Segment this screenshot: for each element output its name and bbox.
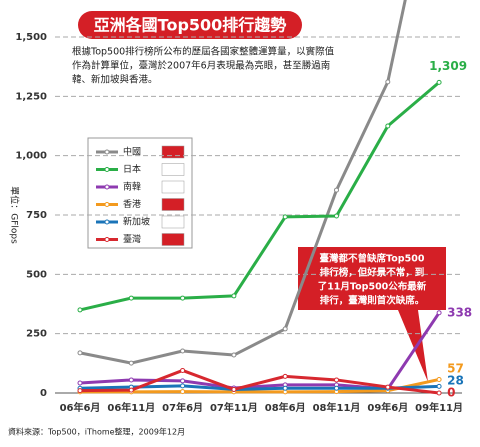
legend-flag — [161, 198, 185, 211]
x-tick-label: 07年11月 — [210, 401, 258, 414]
x-tick-label: 08年11月 — [313, 401, 361, 414]
value-label: 28 — [447, 374, 464, 388]
annotation-line: 排行榜，但好景不常，到 — [320, 267, 425, 279]
point — [231, 386, 237, 392]
legend-flag — [161, 180, 185, 194]
point — [128, 360, 134, 366]
y-tick-label: 0 — [40, 388, 47, 399]
point — [180, 295, 186, 301]
legend-dot — [104, 202, 110, 207]
x-tick-label: 07年6月 — [162, 401, 203, 414]
x-tick-label: 06年11月 — [107, 401, 155, 414]
point — [436, 376, 442, 382]
point — [77, 388, 83, 394]
y-axis-title: 單位：GFlops — [9, 186, 21, 244]
point — [334, 213, 339, 219]
legend-dot — [104, 237, 110, 242]
value-label: 0 — [447, 386, 455, 400]
point — [77, 307, 83, 313]
legend-dot — [104, 219, 110, 225]
legend-dot — [104, 167, 110, 172]
point — [128, 387, 134, 393]
series-line — [79, 81, 441, 312]
legend-label: 新加坡 — [123, 216, 150, 228]
y-tick-label: 750 — [26, 210, 47, 221]
series-line — [79, 368, 440, 395]
series-line — [79, 0, 407, 365]
legend-flag — [161, 163, 185, 176]
annotation-line: 排行，臺灣則首次缺席。 — [320, 295, 425, 307]
description-line: 根據Top500排行榜所公布的歷屆各國家整體運算量，以實際值 — [72, 46, 335, 58]
point — [282, 326, 288, 332]
point — [334, 385, 339, 391]
point — [77, 350, 83, 356]
point — [334, 187, 339, 193]
point — [282, 214, 288, 220]
point — [436, 383, 442, 389]
source: 資料來源：Top500，iThome整理，2009年12月 — [8, 427, 185, 437]
point — [77, 380, 83, 386]
point — [180, 348, 186, 354]
value-label: 338 — [447, 305, 472, 319]
legend-label: 香港 — [123, 198, 141, 210]
x-tick-label: 08年6月 — [265, 401, 306, 414]
x-tick-label: 09年11月 — [415, 401, 463, 414]
title-banner — [78, 11, 302, 39]
y-tick-label: 1,000 — [15, 151, 47, 162]
value-label: 1,309 — [429, 59, 467, 73]
description-line: 作為計算單位，臺灣於2007年6月表現最為亮眼，甚至勝過南 — [72, 60, 330, 72]
point — [180, 389, 186, 395]
legend-label: 日本 — [123, 163, 141, 175]
y-tick-label: 250 — [26, 329, 47, 340]
y-tick-label: 1,250 — [15, 91, 47, 102]
y-tick-label: 1,500 — [15, 32, 47, 43]
point — [128, 295, 134, 301]
point — [436, 310, 442, 316]
point — [385, 384, 391, 390]
x-tick-label: 06年6月 — [60, 401, 101, 414]
chart-title: 亞洲各國Top500排行趨勢 — [94, 16, 287, 35]
y-tick-label: 500 — [26, 269, 47, 280]
legend-dot — [104, 149, 110, 155]
series-line — [80, 378, 440, 394]
series-line — [79, 311, 441, 391]
legend-flag — [161, 145, 185, 159]
x-tick-label: 09年6月 — [367, 401, 408, 414]
point — [180, 383, 186, 389]
point — [436, 390, 442, 396]
legend-label: 臺灣 — [123, 233, 141, 245]
legend-flag — [161, 233, 185, 246]
point — [180, 367, 186, 373]
annotation-line: 了11月Top500公布最新 — [318, 281, 427, 293]
point — [282, 373, 288, 379]
legend-label: 中國 — [123, 146, 141, 158]
point — [128, 377, 134, 383]
point — [385, 123, 391, 129]
annotation-callout — [298, 247, 446, 382]
point — [282, 385, 288, 391]
description-line: 韓、新加坡與香港。 — [72, 74, 158, 86]
point — [385, 79, 391, 85]
value-label: 57 — [447, 362, 464, 376]
point — [180, 378, 186, 384]
legend-dot — [104, 184, 110, 190]
point — [231, 352, 237, 358]
annotation-line: 臺灣都不曾缺席Top500 — [320, 253, 425, 265]
point — [334, 377, 339, 383]
point — [231, 293, 237, 299]
legend-flag — [161, 215, 185, 229]
point — [436, 79, 442, 85]
legend-label: 南韓 — [123, 181, 141, 193]
